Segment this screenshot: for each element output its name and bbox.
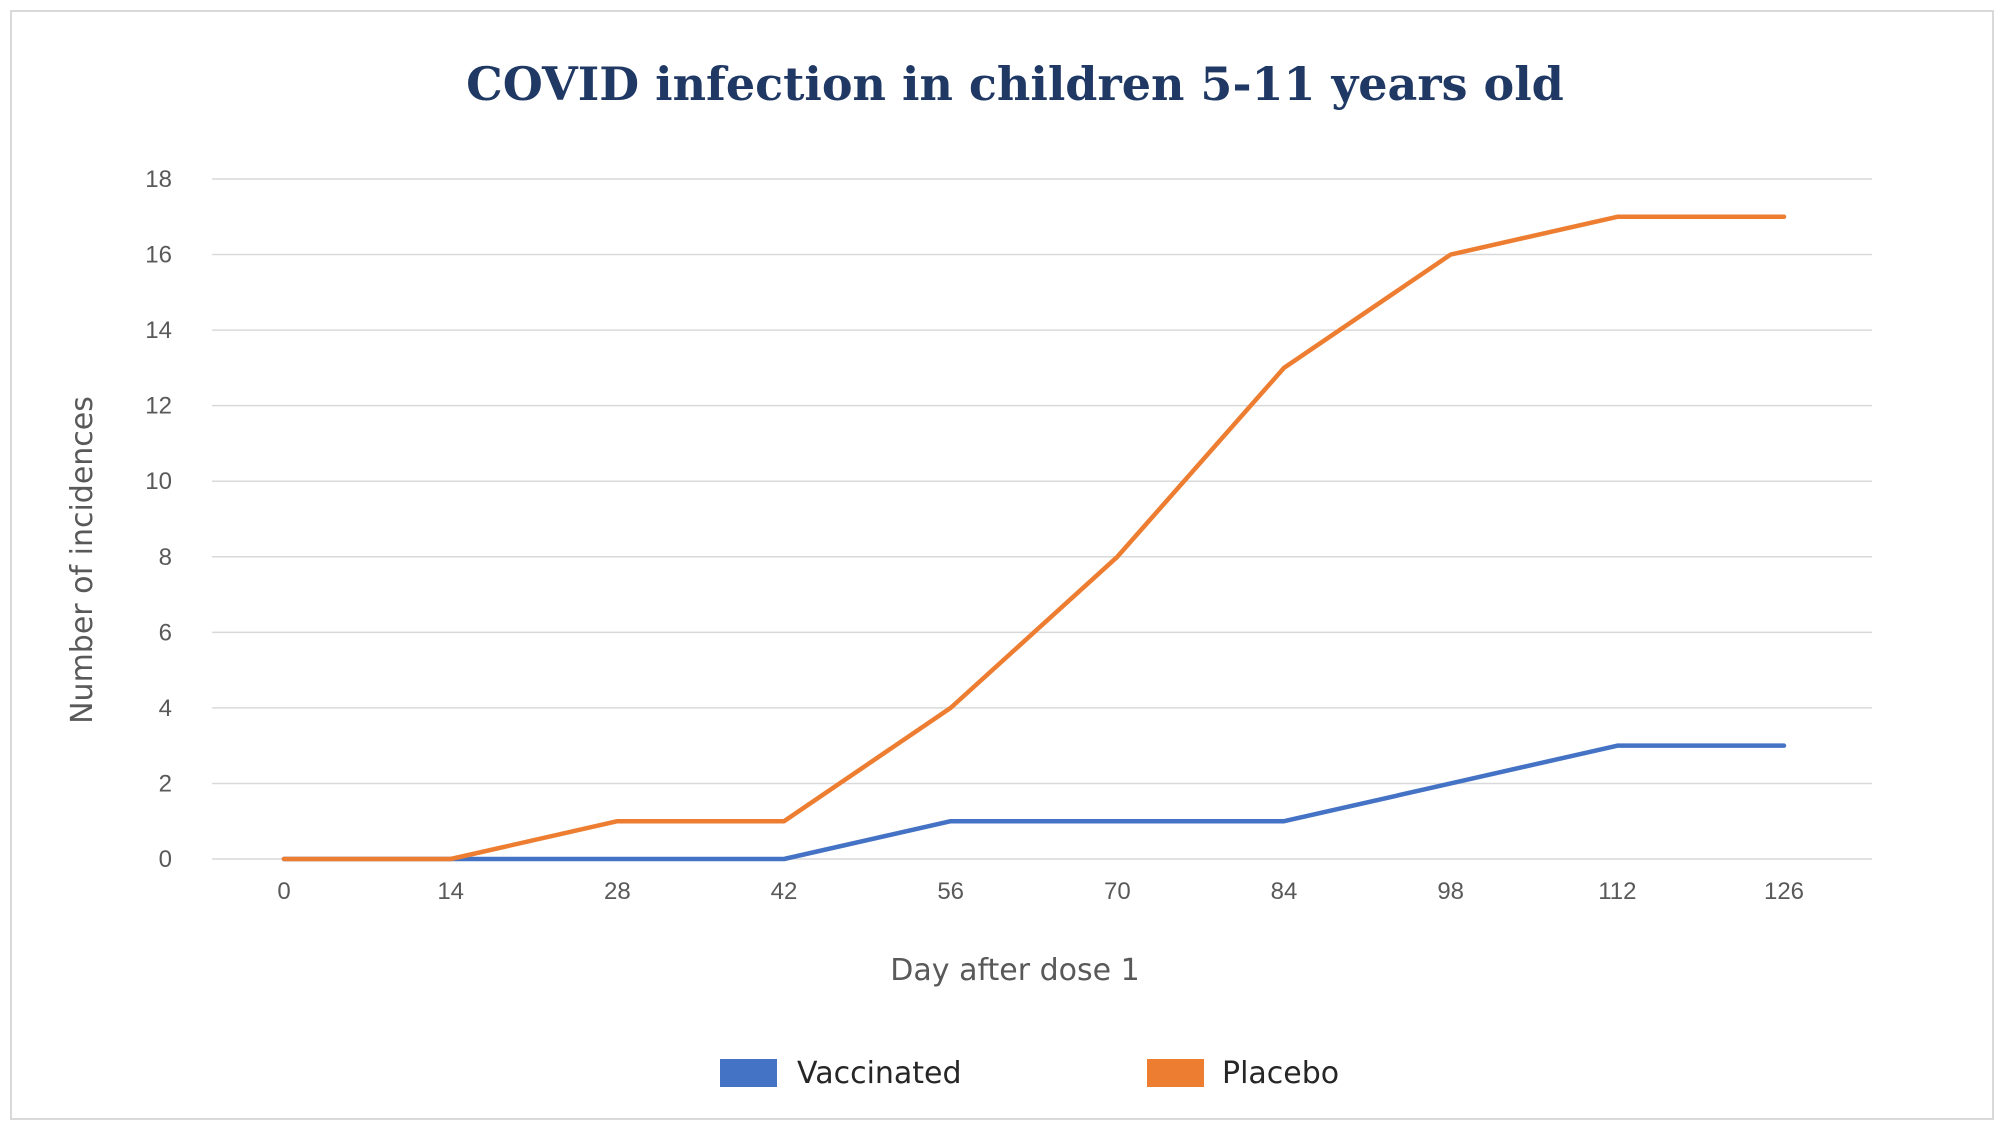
- x-tick-label: 112: [1598, 878, 1636, 905]
- x-tick-label: 14: [437, 878, 464, 905]
- legend-label-placebo: Placebo: [1222, 1056, 1339, 1091]
- x-tick-label: 0: [277, 878, 290, 905]
- y-tick-label: 14: [145, 317, 172, 344]
- chart-title: COVID infection in children 5-11 years o…: [466, 57, 1564, 111]
- y-tick-label: 12: [145, 393, 172, 420]
- legend: Vaccinated Placebo: [720, 1056, 1339, 1091]
- gridlines: [212, 178, 1872, 860]
- x-tick-label: 42: [771, 878, 798, 905]
- legend-label-vaccinated: Vaccinated: [797, 1056, 962, 1091]
- line-chart: COVID infection in children 5-11 years o…: [65, 57, 1872, 1091]
- y-tick-label: 16: [145, 242, 172, 269]
- y-tick-label: 18: [145, 166, 172, 193]
- series-lines: [281, 214, 1787, 862]
- x-tick-label: 126: [1764, 878, 1804, 905]
- x-tick-label: 84: [1271, 878, 1298, 905]
- x-tick-label: 28: [604, 878, 631, 905]
- x-axis-ticks: 0 14 28 42 56 70 84 98 112 126: [277, 878, 1804, 905]
- y-tick-label: 6: [159, 619, 172, 646]
- x-axis-title: Day after dose 1: [890, 953, 1139, 988]
- y-axis-title: Number of incidences: [65, 396, 100, 724]
- legend-swatch-placebo: [1147, 1059, 1204, 1087]
- x-tick-label: 98: [1437, 878, 1464, 905]
- x-tick-label: 56: [937, 878, 964, 905]
- y-tick-label: 0: [159, 846, 172, 873]
- legend-swatch-vaccinated: [720, 1059, 777, 1087]
- chart-frame: COVID infection in children 5-11 years o…: [10, 10, 1994, 1120]
- y-tick-label: 10: [145, 468, 172, 495]
- placebo-line: [281, 214, 1787, 862]
- x-tick-label: 70: [1104, 878, 1131, 905]
- y-tick-label: 2: [159, 770, 172, 797]
- y-tick-label: 8: [159, 544, 172, 571]
- y-axis-ticks: 0 2 4 6 8 10 12 14 16 18: [145, 166, 172, 873]
- vaccinated-line: [281, 743, 1787, 862]
- y-tick-label: 4: [159, 695, 172, 722]
